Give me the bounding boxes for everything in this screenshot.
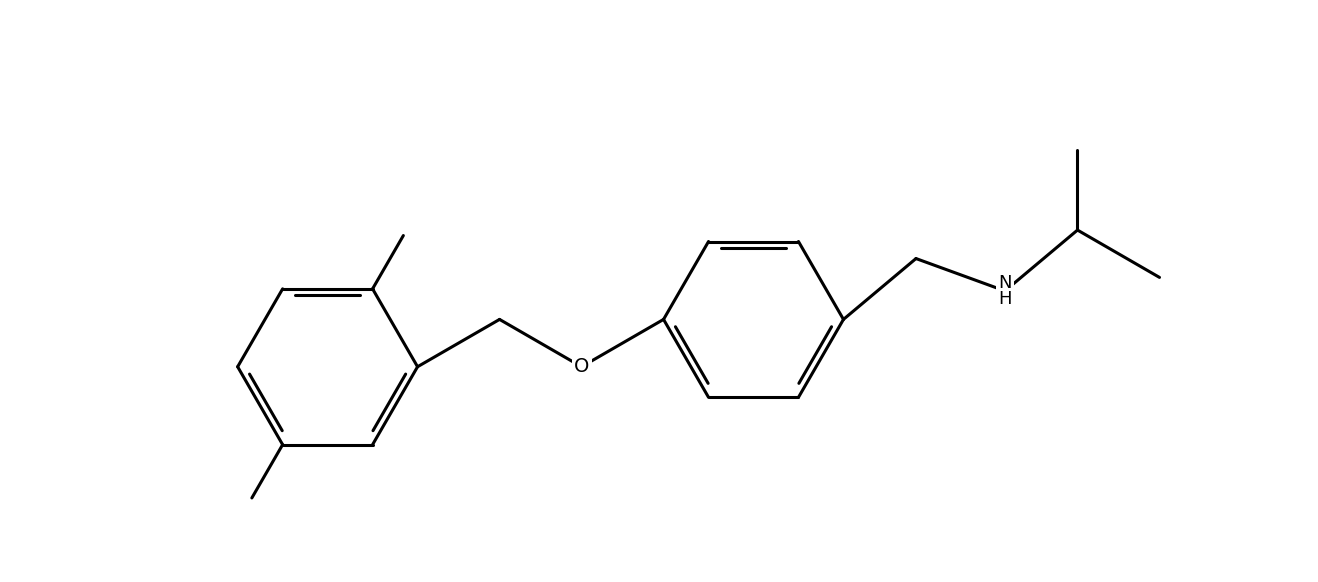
Text: O: O (573, 357, 589, 376)
Text: N
H: N H (998, 274, 1012, 308)
